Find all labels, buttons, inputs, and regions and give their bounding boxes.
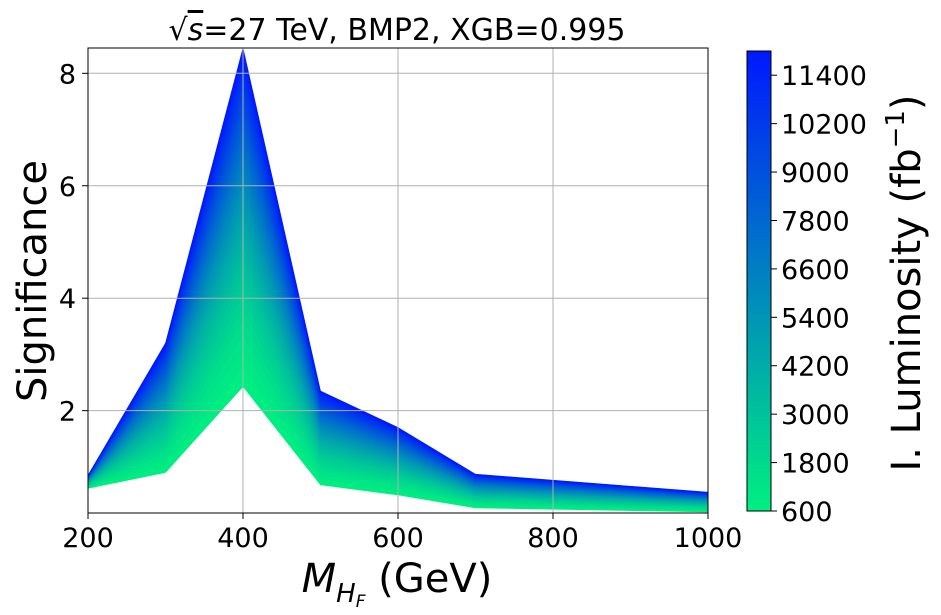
x-tick-label: 1000 — [674, 523, 743, 554]
colorbar-tick-label: 7800 — [781, 206, 850, 237]
colorbar — [746, 50, 772, 512]
x-label-variable: M — [302, 556, 337, 602]
y-tick-label: 6 — [59, 172, 76, 203]
y-tick-label: 2 — [59, 397, 76, 428]
colorbar-ticks: 600 1800 3000 4200 5400 6600 7800 9000 10200 1140… — [771, 61, 867, 528]
y-tick-label: 4 — [59, 284, 76, 315]
colorbar-tick-label: 4200 — [781, 352, 850, 383]
y-axis-label: Significance — [10, 160, 56, 402]
y-tick-label: 8 — [59, 59, 76, 90]
colorbar-tick-label: 10200 — [781, 110, 867, 141]
x-label-unit: (GeV) — [365, 556, 492, 602]
colorbar-tick-label: 9000 — [781, 158, 850, 189]
colorbar-tick-label: 11400 — [781, 61, 867, 92]
luminosity-band — [88, 48, 708, 493]
x-tick-label: 800 — [527, 523, 579, 554]
colorbar-tick-label: 6600 — [781, 255, 850, 286]
colorbar-tick-label: 600 — [781, 497, 833, 528]
luminosity-bands — [88, 48, 708, 513]
y-axis-ticks: 2 4 6 8 — [59, 59, 88, 428]
x-tick-label: 200 — [62, 523, 114, 554]
colorbar-label: I. Luminosity (fb−1) — [881, 94, 930, 471]
title-text: =27 TeV, BMP2, XGB=0.995 — [203, 13, 625, 48]
x-axis-label: MHF (GeV) — [302, 556, 493, 612]
x-axis-ticks: 200 400 600 800 1000 — [62, 513, 742, 554]
title-sqrt-symbol: √ — [168, 13, 188, 48]
colorbar-tick-label: 1800 — [781, 449, 850, 480]
x-label-subsubscript: F — [356, 592, 366, 612]
title-s-variable: s — [188, 13, 204, 48]
x-tick-label: 400 — [217, 523, 269, 554]
chart-title: √s=27 TeV, BMP2, XGB=0.995 — [168, 13, 625, 48]
x-label-subscript: H — [336, 579, 356, 609]
colorbar-label-end: ) — [884, 94, 930, 110]
colorbar-label-main: I. Luminosity (fb — [884, 148, 930, 471]
colorbar-tick-label: 3000 — [781, 400, 850, 431]
colorbar-tick-label: 5400 — [781, 303, 850, 334]
x-tick-label: 600 — [372, 523, 424, 554]
colorbar-label-superscript: −1 — [881, 110, 911, 148]
